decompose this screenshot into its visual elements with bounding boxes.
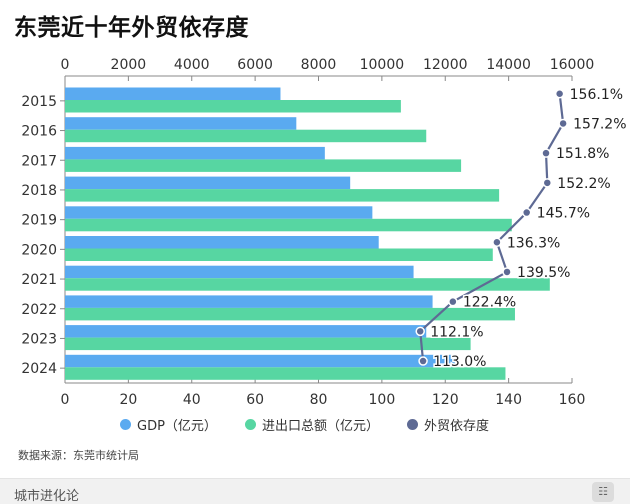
year-label: 2015 — [21, 94, 57, 110]
bottom-axis: 0 20 40 60 80 100 120 140 160 — [61, 378, 586, 408]
bars-layer — [65, 87, 550, 380]
ratio-line-layer — [415, 89, 568, 366]
legend-label-trade: 进出口总额（亿元） — [261, 419, 379, 434]
bottom-tick-label: 140 — [495, 392, 522, 408]
gdp-bar — [65, 146, 325, 160]
ratio-point — [542, 178, 553, 188]
top-tick-label: 16000 — [550, 57, 595, 73]
ratio-data-label: 152.2% — [557, 176, 610, 192]
legend-marker-ratio — [406, 419, 418, 430]
ratio-data-label: 112.1% — [430, 324, 483, 340]
year-label: 2017 — [21, 153, 57, 169]
trade-bar — [65, 248, 493, 261]
bottom-tick-label: 100 — [369, 392, 396, 408]
trade-bar — [65, 189, 500, 202]
legend: GDP（亿元） 进出口总额（亿元） 外贸依存度 — [120, 415, 489, 434]
top-tick-label: 6000 — [237, 57, 273, 73]
ratio-data-label: 113.0% — [433, 354, 486, 370]
top-tick-label: 8000 — [301, 57, 337, 73]
gdp-bar — [65, 176, 351, 190]
gdp-bar — [65, 117, 297, 130]
year-label: 2024 — [21, 361, 57, 377]
ratio-point — [492, 237, 502, 247]
ratio-point — [541, 148, 551, 158]
ratio-line — [419, 93, 565, 362]
top-tick-label: 14000 — [486, 57, 531, 73]
trade-bar — [65, 307, 515, 321]
top-axis: 0 2000 4000 6000 8000 10000 12000 14000 16000 — [61, 57, 595, 81]
top-tick-label: 10000 — [360, 57, 405, 73]
bottom-tick-label: 120 — [432, 392, 459, 408]
legend-item-ratio: 外贸依存度 — [406, 415, 489, 434]
ratio-data-label: 151.8% — [556, 146, 609, 162]
legend-label-gdp: GDP（亿元） — [137, 419, 217, 434]
ratio-point — [418, 356, 428, 366]
top-tick-label: 4000 — [174, 57, 210, 73]
gdp-bar — [65, 354, 455, 368]
ratio-data-label: 136.3% — [507, 235, 560, 251]
bottom-tick-label: 160 — [559, 392, 586, 408]
bottom-tick-label: 0 — [61, 392, 70, 408]
trade-bar — [65, 218, 512, 232]
bottom-tick-label: 20 — [119, 392, 137, 408]
top-tick-label: 12000 — [423, 57, 468, 73]
year-label: 2020 — [21, 242, 57, 258]
trade-bar — [65, 278, 550, 291]
ratio-data-label: 145.7% — [537, 206, 590, 222]
gdp-bar — [65, 295, 433, 308]
year-label: 2019 — [21, 213, 57, 229]
chart-title: 东莞近十年外贸依存度 — [14, 15, 249, 41]
bottom-tick-label: 80 — [310, 392, 328, 408]
footer-brand: 城市进化论 — [14, 489, 80, 504]
gdp-bar — [65, 206, 373, 219]
year-label: 2018 — [21, 183, 57, 199]
y-axis: 2015 2016 2017 2018 2019 2020 2021 2022 2023 2024 — [21, 76, 66, 383]
trade-bar — [65, 337, 471, 351]
top-tick-label: 2000 — [111, 57, 147, 73]
legend-item-gdp: GDP（亿元） — [120, 415, 217, 434]
trade-bar — [65, 129, 427, 143]
legend-item-trade: 进出口总额（亿元） — [244, 415, 379, 434]
ratio-point — [415, 326, 425, 337]
trade-bar — [65, 100, 401, 113]
year-label: 2022 — [21, 302, 57, 318]
ratio-point — [521, 207, 532, 218]
year-label: 2021 — [21, 272, 57, 288]
footer-bar: 城市进化论 ☷ — [0, 478, 630, 504]
ratio-point — [558, 118, 568, 129]
year-label: 2023 — [21, 331, 57, 347]
top-tick-label: 0 — [61, 57, 70, 73]
bottom-tick-label: 60 — [246, 392, 264, 408]
year-label: 2016 — [21, 124, 57, 140]
trade-bar — [65, 159, 462, 172]
ratio-data-label: 139.5% — [517, 265, 570, 281]
ratio-point — [448, 296, 458, 307]
gdp-bar — [65, 325, 427, 338]
ratio-data-label: 156.1% — [570, 87, 623, 103]
ratio-point — [554, 89, 565, 99]
data-source-note: 数据来源：东莞市统计局 — [18, 449, 139, 462]
gdp-bar — [65, 87, 281, 100]
gdp-bar — [65, 236, 379, 249]
trade-bar — [65, 367, 506, 380]
ratio-data-label: 157.2% — [573, 116, 626, 132]
ratio-data-label: 122.4% — [463, 295, 516, 311]
legend-label-ratio: 外贸依存度 — [423, 419, 489, 434]
legend-marker-trade — [244, 419, 256, 430]
legend-marker-gdp — [120, 419, 131, 430]
gdp-bar — [65, 265, 414, 279]
bottom-tick-label: 40 — [183, 392, 201, 408]
footer-logo-icon: ☷ — [592, 482, 614, 502]
ratio-point — [502, 267, 512, 277]
ratio-labels-layer: 156.1% 157.2% 151.8% 152.2% 145.7% 136.3% 139.… — [429, 85, 628, 371]
